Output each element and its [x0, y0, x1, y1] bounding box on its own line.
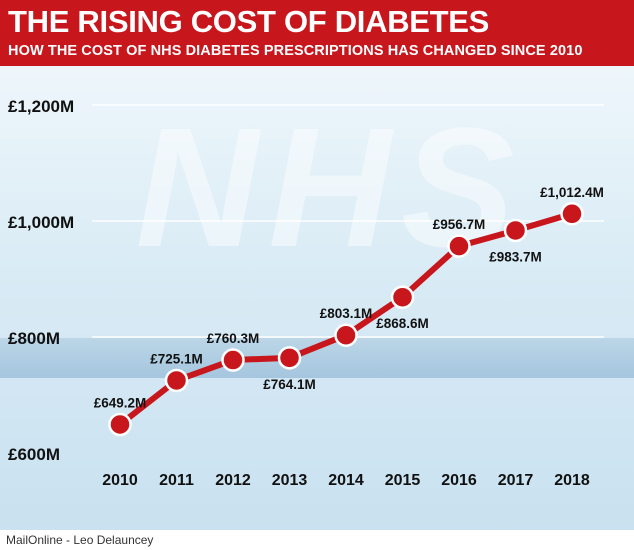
credit-text: MailOnline - Leo Delauncey [6, 533, 154, 547]
y-tick-label: £800M [8, 329, 60, 348]
data-point-marker [447, 234, 471, 258]
chart-header: THE RISING COST OF DIABETES HOW THE COST… [0, 0, 634, 66]
y-tick-label: £600M [8, 445, 60, 464]
x-tick-label: 2015 [385, 472, 421, 489]
chart-title: THE RISING COST OF DIABETES [8, 4, 490, 39]
x-tick-label: 2014 [328, 472, 364, 489]
data-label: £649.2M [94, 395, 147, 410]
x-tick-label: 2013 [272, 472, 308, 489]
chart-subtitle: HOW THE COST OF NHS DIABETES PRESCRIPTIO… [8, 43, 583, 59]
data-label: £983.7M [489, 249, 542, 264]
data-labels: £649.2M £725.1M £760.3M £764.1M £803.1M£868.… [94, 185, 604, 411]
data-label: £760.3M [207, 331, 260, 346]
x-tick-label: 2012 [215, 472, 251, 489]
data-point-marker [221, 348, 245, 372]
plot-area: NHS £600M £800M £1,000M £1,200M 2010 2011 201… [0, 66, 634, 530]
y-tick-label: £1,000M [8, 213, 74, 232]
data-label: £764.1M [263, 377, 316, 392]
data-point-marker [390, 285, 415, 309]
x-tick-label: 2016 [441, 472, 477, 489]
x-axis-ticks: 2010 2011 2012 2013 2014 2015 2016 2017 2018 [102, 472, 590, 489]
x-tick-label: 2011 [159, 472, 194, 489]
data-point-marker [560, 202, 584, 226]
y-axis-ticks: £600M £800M £1,000M £1,200M [8, 97, 74, 464]
data-label: £725.1M [150, 351, 203, 366]
x-tick-label: 2017 [498, 472, 534, 489]
data-point-marker [277, 346, 302, 370]
data-point-marker [164, 368, 189, 393]
y-tick-label: £1,200M [8, 97, 74, 116]
data-label: £956.7M [433, 217, 486, 232]
x-tick-label: 2010 [102, 472, 138, 489]
footer: MailOnline - Leo Delauncey [0, 530, 634, 550]
data-label: £868.6M [376, 316, 429, 331]
data-label: £803.1M [320, 306, 373, 321]
line-chart: NHS £600M£800M£1,000M£1,200M 2010 2011 201… [0, 93, 634, 489]
data-point-marker [108, 412, 132, 437]
x-tick-label: 2018 [554, 472, 590, 489]
data-markers [108, 202, 584, 437]
data-label: £1,012.4M [540, 185, 604, 200]
data-point-marker [503, 218, 528, 243]
data-point-marker [334, 323, 358, 347]
